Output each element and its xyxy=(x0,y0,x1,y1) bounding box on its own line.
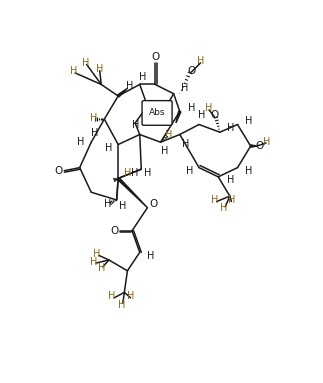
Text: H: H xyxy=(124,168,131,178)
Text: H: H xyxy=(227,123,234,133)
Text: H: H xyxy=(104,199,111,209)
Text: O: O xyxy=(255,141,263,151)
Text: H: H xyxy=(90,257,97,267)
Text: H: H xyxy=(205,103,213,113)
Text: H: H xyxy=(119,201,127,211)
Text: H: H xyxy=(245,167,252,177)
Text: H: H xyxy=(220,203,227,213)
Text: H: H xyxy=(147,251,154,261)
Text: H: H xyxy=(108,291,116,301)
Text: H: H xyxy=(198,110,206,120)
Text: H: H xyxy=(131,168,139,178)
Text: H: H xyxy=(118,300,125,310)
Text: H: H xyxy=(182,83,189,93)
Text: O: O xyxy=(110,226,119,236)
Text: H: H xyxy=(70,66,77,76)
Text: H: H xyxy=(98,263,105,273)
Polygon shape xyxy=(176,111,181,123)
Text: Abs: Abs xyxy=(149,108,165,118)
Text: H: H xyxy=(132,120,140,130)
Text: O: O xyxy=(151,52,159,62)
Text: O: O xyxy=(150,199,158,209)
Text: H: H xyxy=(182,139,190,149)
Text: H: H xyxy=(188,103,195,113)
Text: H: H xyxy=(127,291,134,301)
Text: H: H xyxy=(263,137,270,147)
Text: H: H xyxy=(126,81,133,91)
Text: O: O xyxy=(187,65,195,75)
Polygon shape xyxy=(117,88,127,97)
Text: H: H xyxy=(186,167,193,177)
Text: H: H xyxy=(245,116,253,126)
Text: H: H xyxy=(77,137,84,147)
Text: H: H xyxy=(82,58,89,68)
Text: H: H xyxy=(93,249,100,259)
FancyBboxPatch shape xyxy=(142,101,172,125)
Text: H: H xyxy=(144,168,151,178)
Text: H: H xyxy=(91,128,98,138)
Text: H: H xyxy=(105,143,113,153)
Text: H: H xyxy=(227,175,234,185)
Text: H: H xyxy=(161,146,168,156)
Polygon shape xyxy=(117,178,147,208)
Text: H: H xyxy=(90,113,97,123)
Text: H: H xyxy=(96,64,103,74)
Text: H: H xyxy=(164,129,172,139)
Text: H: H xyxy=(197,56,204,66)
Text: O: O xyxy=(54,166,62,176)
Text: H: H xyxy=(211,195,218,205)
Polygon shape xyxy=(251,145,257,147)
Text: H: H xyxy=(139,72,147,82)
Text: O: O xyxy=(210,110,219,120)
Text: H: H xyxy=(228,195,235,205)
